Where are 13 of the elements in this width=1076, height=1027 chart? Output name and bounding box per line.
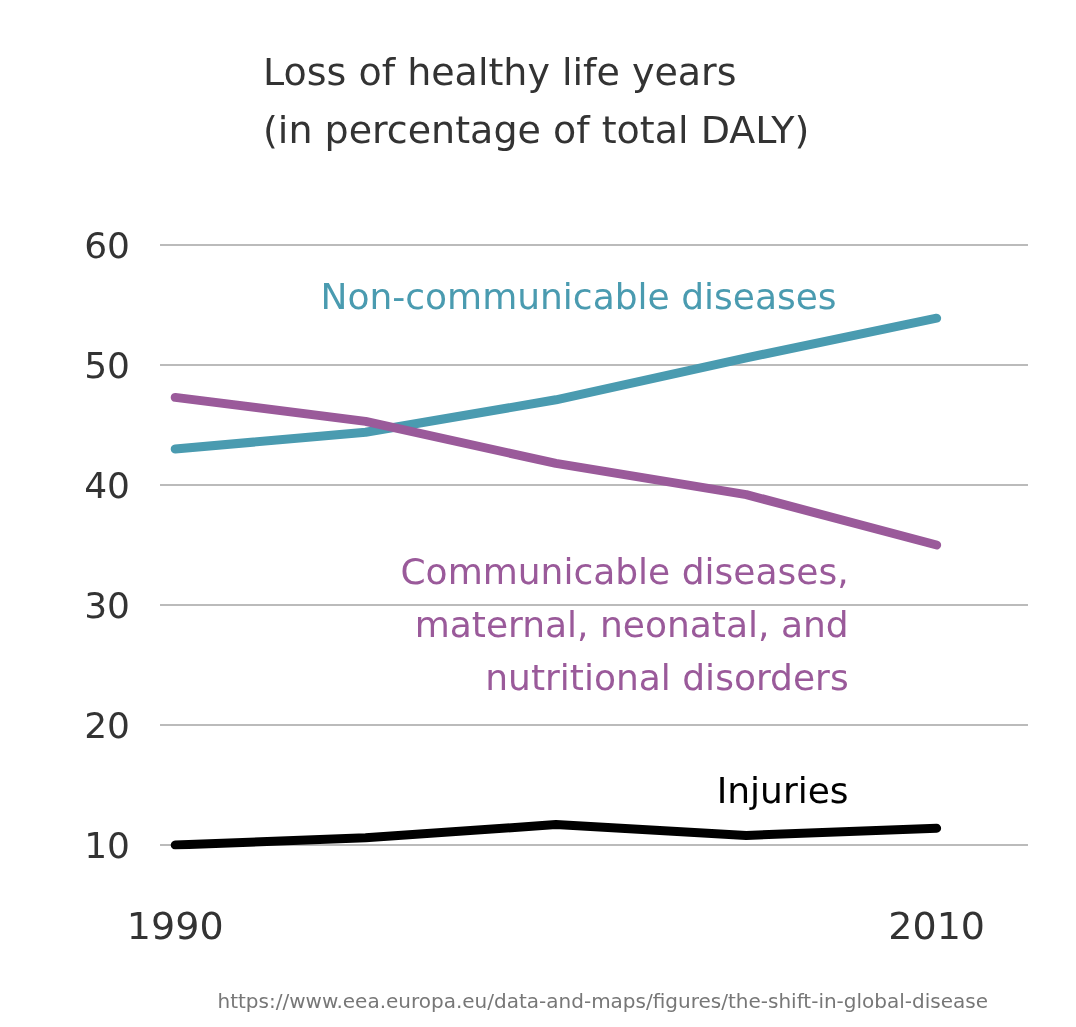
x-tick-label: 2010 (888, 904, 985, 948)
y-tick-label: 60 (84, 224, 130, 266)
y-tick-label: 30 (84, 584, 130, 626)
series-label: Non-communicable diseases (320, 275, 837, 317)
chart-title: Loss of healthy life years (in percentage of total DALY) (263, 50, 810, 152)
y-tick-label: 50 (84, 344, 130, 386)
series-label: Injuries (716, 769, 849, 811)
y-tick-label: 20 (84, 704, 130, 746)
x-tick-label: 1990 (126, 904, 224, 948)
text: https://www.eea.europa.eu/data-and-maps/figures/the-shift-in-global-disease (217, 989, 989, 1013)
series-label: Communicable diseases, maternal, neonatal, and nutritional disorders (400, 551, 849, 698)
y-tick-label: 10 (84, 824, 130, 866)
y-tick-label: 40 (84, 464, 130, 506)
